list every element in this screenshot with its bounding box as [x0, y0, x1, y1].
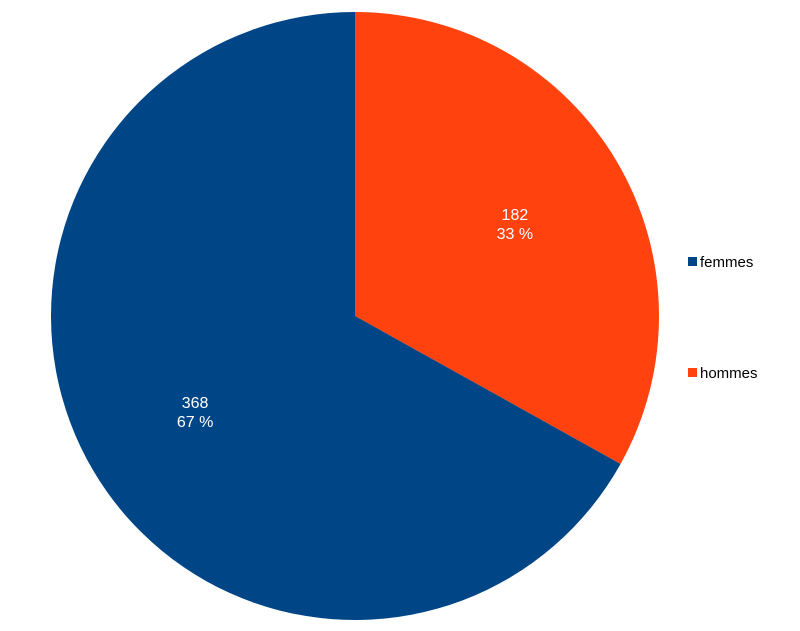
slice-value-label-femmes: 368: [182, 395, 209, 412]
legend: femmes hommes: [688, 254, 758, 382]
pie-slice-hommes: [355, 12, 660, 464]
slice-labels: 182 33 % 368 67 %: [177, 207, 533, 431]
legend-swatch-femmes: [688, 257, 697, 266]
legend-swatch-hommes: [688, 368, 697, 377]
pie-slices: [51, 12, 660, 620]
slice-percent-label-hommes: 33 %: [497, 226, 533, 243]
legend-label-hommes: hommes: [700, 365, 758, 382]
slice-value-label-hommes: 182: [502, 207, 529, 224]
pie-slice-femmes: [51, 12, 621, 620]
legend-label-femmes: femmes: [700, 254, 753, 271]
slice-percent-label-femmes: 67 %: [177, 414, 213, 431]
